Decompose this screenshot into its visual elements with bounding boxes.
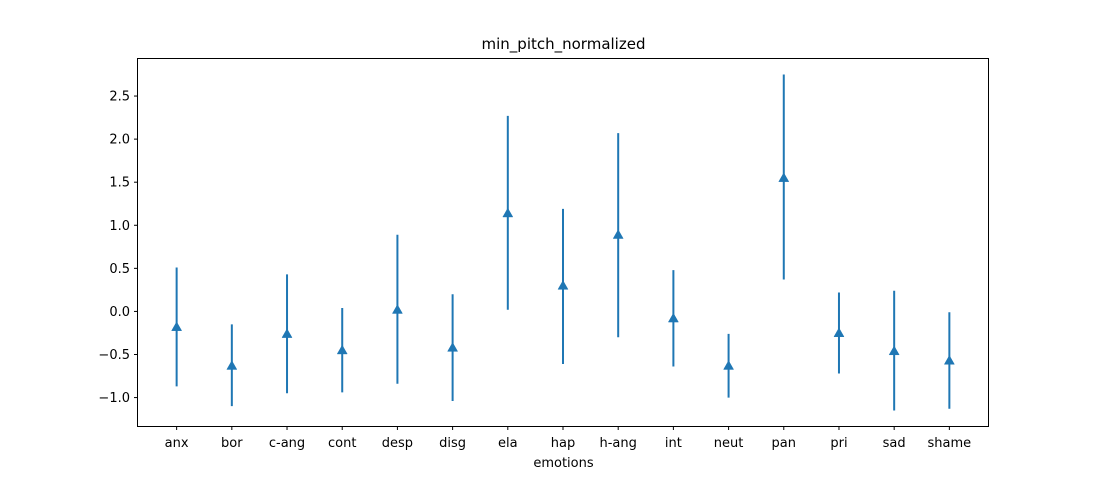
y-tick-label: 1.5 [109,176,130,191]
x-tick-label: pan [772,436,796,451]
x-tick-label: bor [221,436,243,451]
data-point-marker [447,342,459,352]
x-tick-label: hap [551,436,575,451]
x-tick-label: sad [883,436,906,451]
data-point-marker [502,207,514,218]
x-tick-label: neut [714,436,744,451]
data-point-marker [612,229,624,239]
chart-title: min_pitch_normalized [482,35,646,54]
data-point-marker [281,328,293,338]
data-point-marker [943,355,955,365]
y-tick-label: 2.5 [109,90,130,105]
y-tick-label: 2.0 [109,133,130,148]
x-tick-label: cont [328,436,356,451]
data-point-marker [226,360,238,370]
y-tick-label: 0.5 [109,262,130,277]
x-tick-label: pri [830,436,847,451]
data-point-marker [557,280,569,290]
x-tick-label: int [665,436,682,451]
data-point-marker [778,172,790,182]
x-tick-label: h-ang [599,436,636,451]
data-point-marker [171,321,183,331]
x-tick-label: desp [382,436,413,451]
y-tick-label: 0.0 [109,305,130,320]
x-tick-label: ela [498,436,518,451]
data-point-marker [888,345,900,356]
y-tick-label: 1.0 [109,219,130,234]
data-point-marker [833,327,845,337]
x-axis: anx bor c-ang cont desp disg ela hap h-ang int neu… [165,426,972,451]
x-tick-label: shame [928,436,972,451]
x-axis-label: emotions [533,456,594,471]
x-tick-label: c-ang [269,436,305,451]
plot-marks [171,74,955,411]
x-tick-label: disg [439,436,466,451]
data-point-marker [336,344,348,355]
data-point-marker [667,312,679,323]
y-axis: −1.0 −0.5 0.0 0.5 1.0 1.5 2.0 2.5 [98,90,138,406]
y-tick-label: −1.0 [98,391,130,406]
x-tick-label: anx [165,436,189,451]
y-tick-label: −0.5 [98,348,130,363]
data-point-marker [391,304,403,314]
data-point-marker [723,360,735,370]
